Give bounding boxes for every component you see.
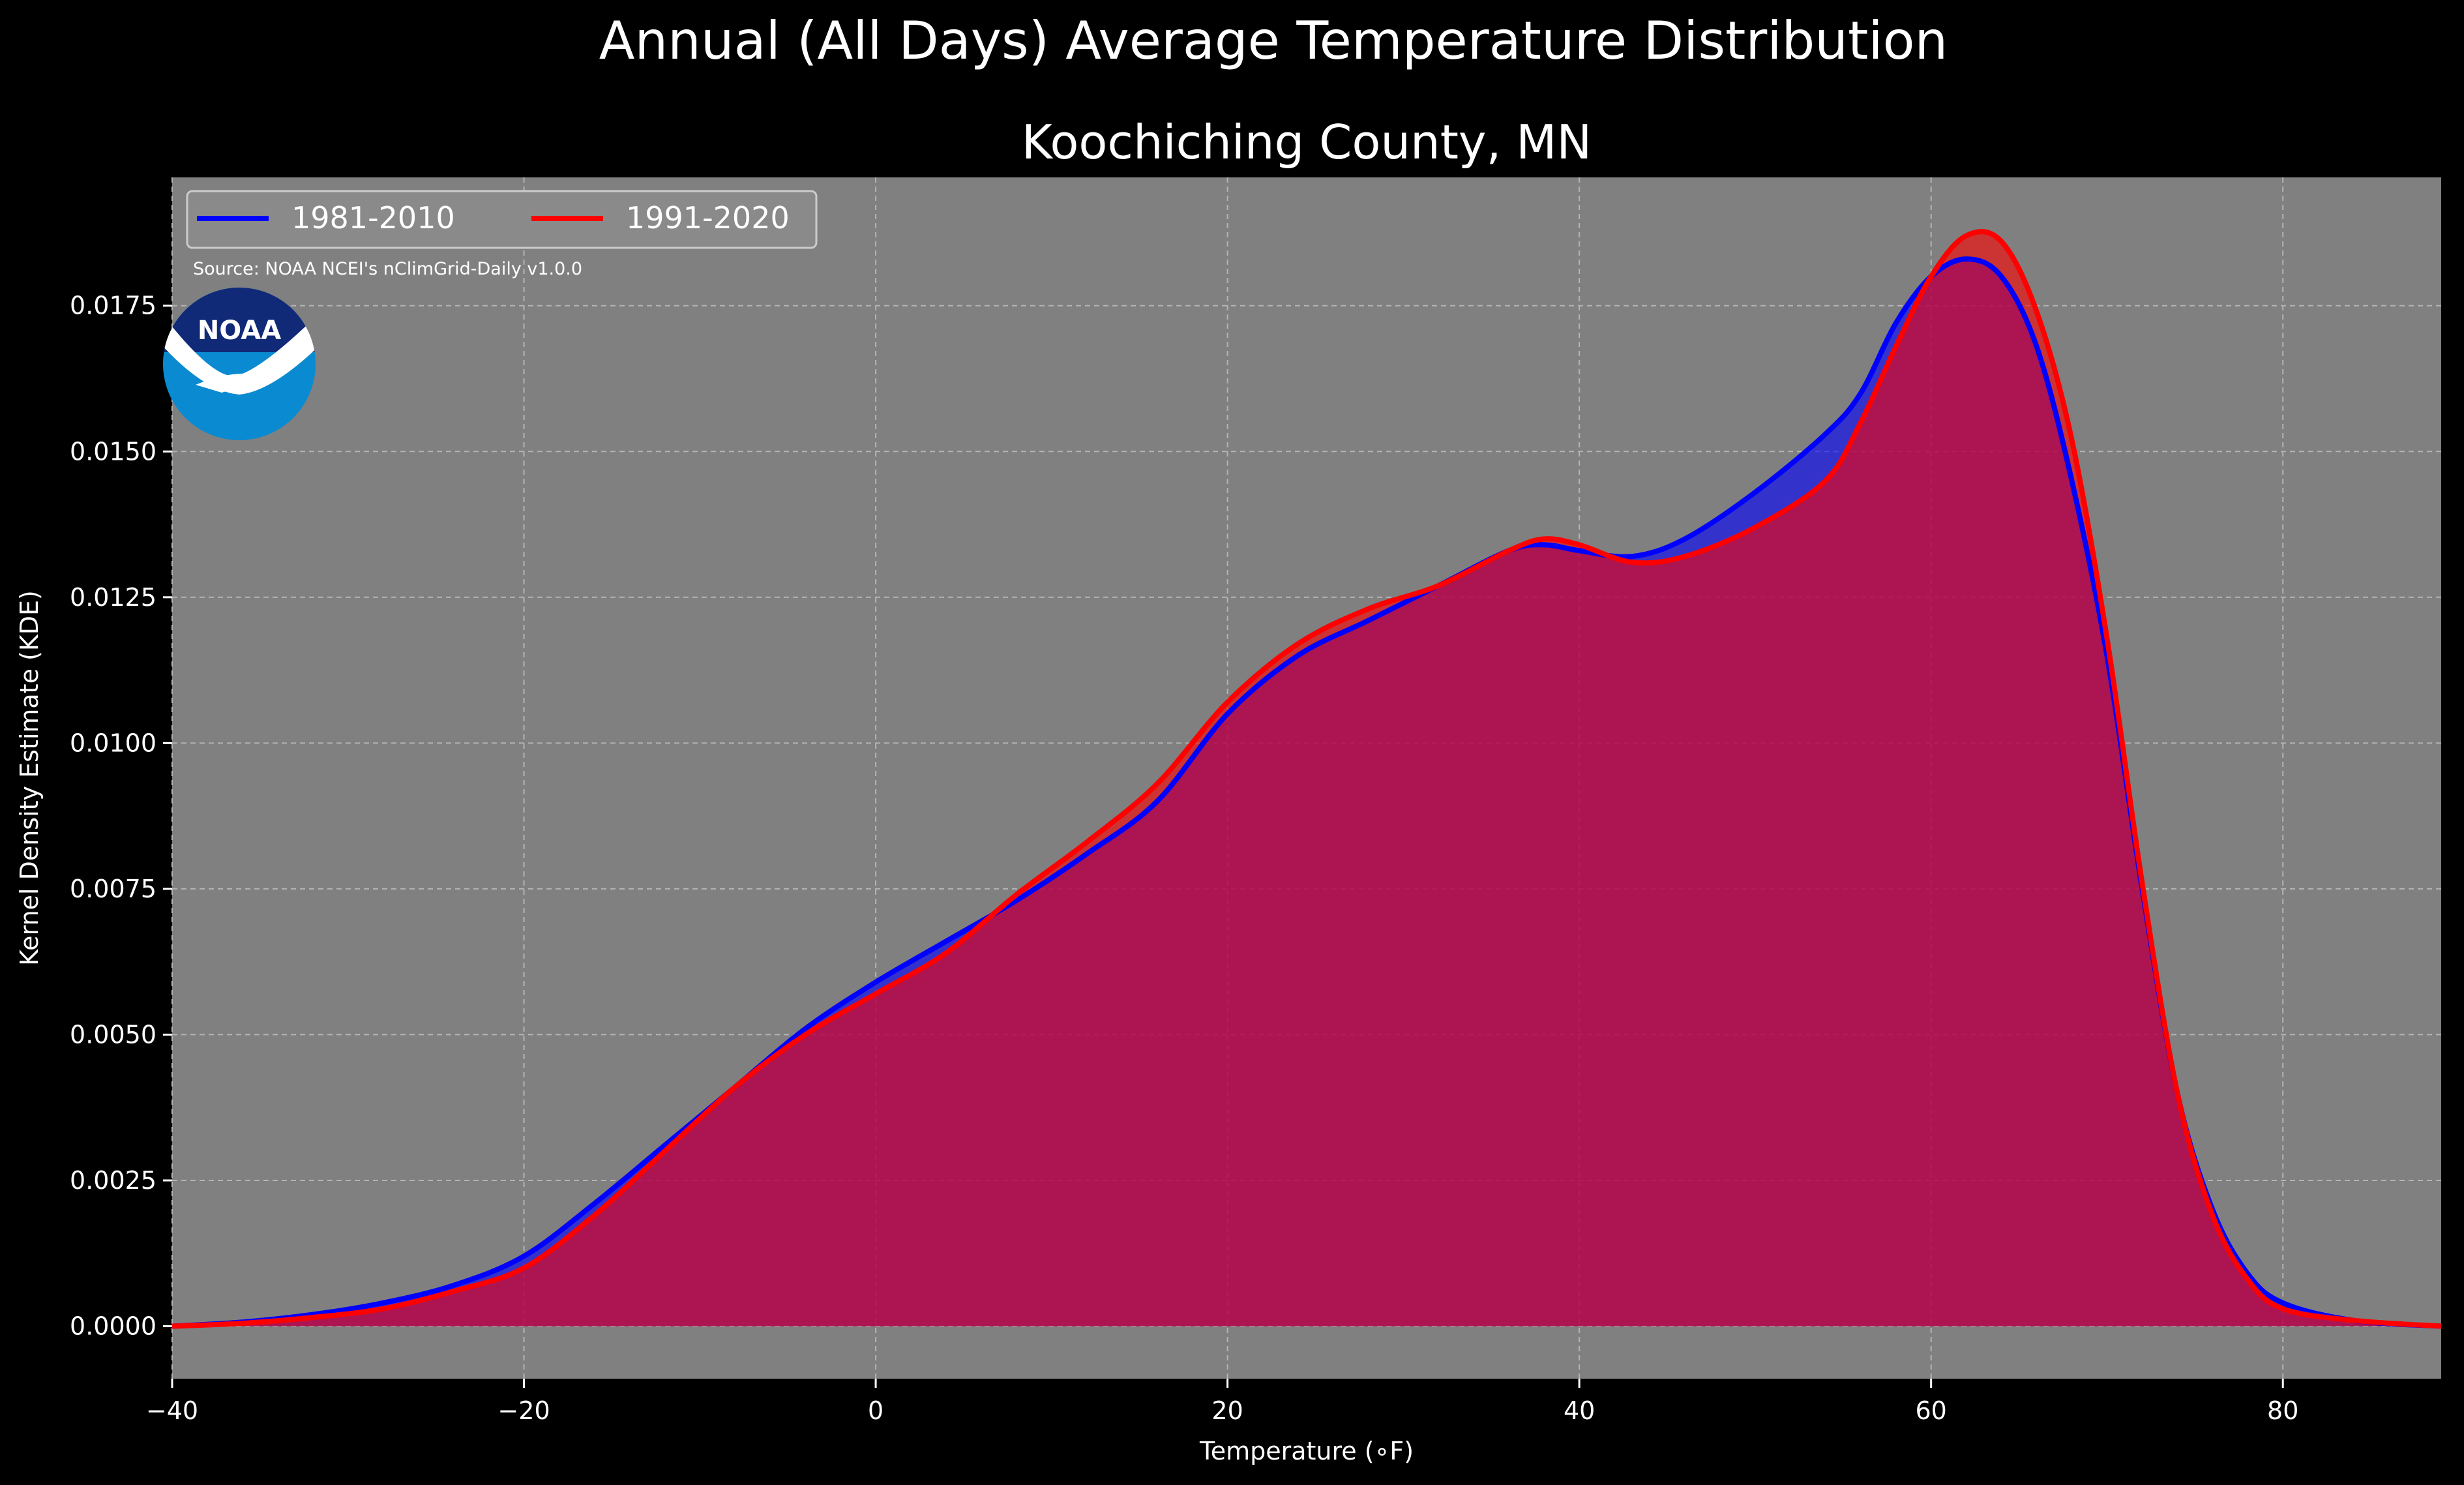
series-line-1991-2020 [171,229,2442,1329]
y-tick-label: 0.0050 [70,1020,156,1049]
y-tick-label: 0.0075 [70,875,156,903]
legend-label-1981-2010: 1981-2010 [291,200,455,235]
series-lines [171,229,2442,1329]
y-axis-label: Kernel Density Estimate (KDE) [15,590,44,966]
legend: 1981-2010 1991-2020 [186,190,818,249]
x-tick-label: 40 [1564,1396,1595,1425]
x-axis-label: Temperature (∘F) [1199,1437,1414,1465]
y-tick-label: 0.0150 [70,437,156,466]
chart-subtitle: Koochiching County, MN [1022,115,1592,170]
noaa-logo: NOAA [163,288,316,440]
y-tick-label: 0.0125 [70,583,156,612]
series-fills [172,232,2441,1327]
x-tick-label: 20 [1211,1396,1243,1425]
y-tick-label: 0.0100 [70,728,156,757]
y-tick-label: 0.0025 [70,1166,156,1195]
x-tick-label: 80 [2267,1396,2298,1425]
y-tick-label: 0.0000 [70,1312,156,1341]
chart-title: Annual (All Days) Average Temperature Di… [599,10,1948,71]
y-tick-label: 0.0175 [70,292,156,320]
legend-frame [186,190,818,249]
x-tick-label: −20 [497,1396,550,1425]
x-tick-label: 60 [1915,1396,1946,1425]
x-tick-label: −40 [146,1396,198,1425]
series-area-1991-2020 [172,232,2441,1327]
legend-label-1991-2020: 1991-2020 [626,200,790,235]
x-tick-label: 0 [868,1396,883,1425]
source-note: Source: NOAA NCEI's nClimGrid-Daily v1.0… [193,259,582,279]
noaa-logo-text: NOAA [198,316,281,346]
x-axis-ticks: −40 −20 0 20 40 60 80 [146,1379,2298,1425]
y-axis-ticks: 0.0000 0.0025 0.0050 0.0075 0.0100 0.0125 0.01… [70,292,172,1341]
